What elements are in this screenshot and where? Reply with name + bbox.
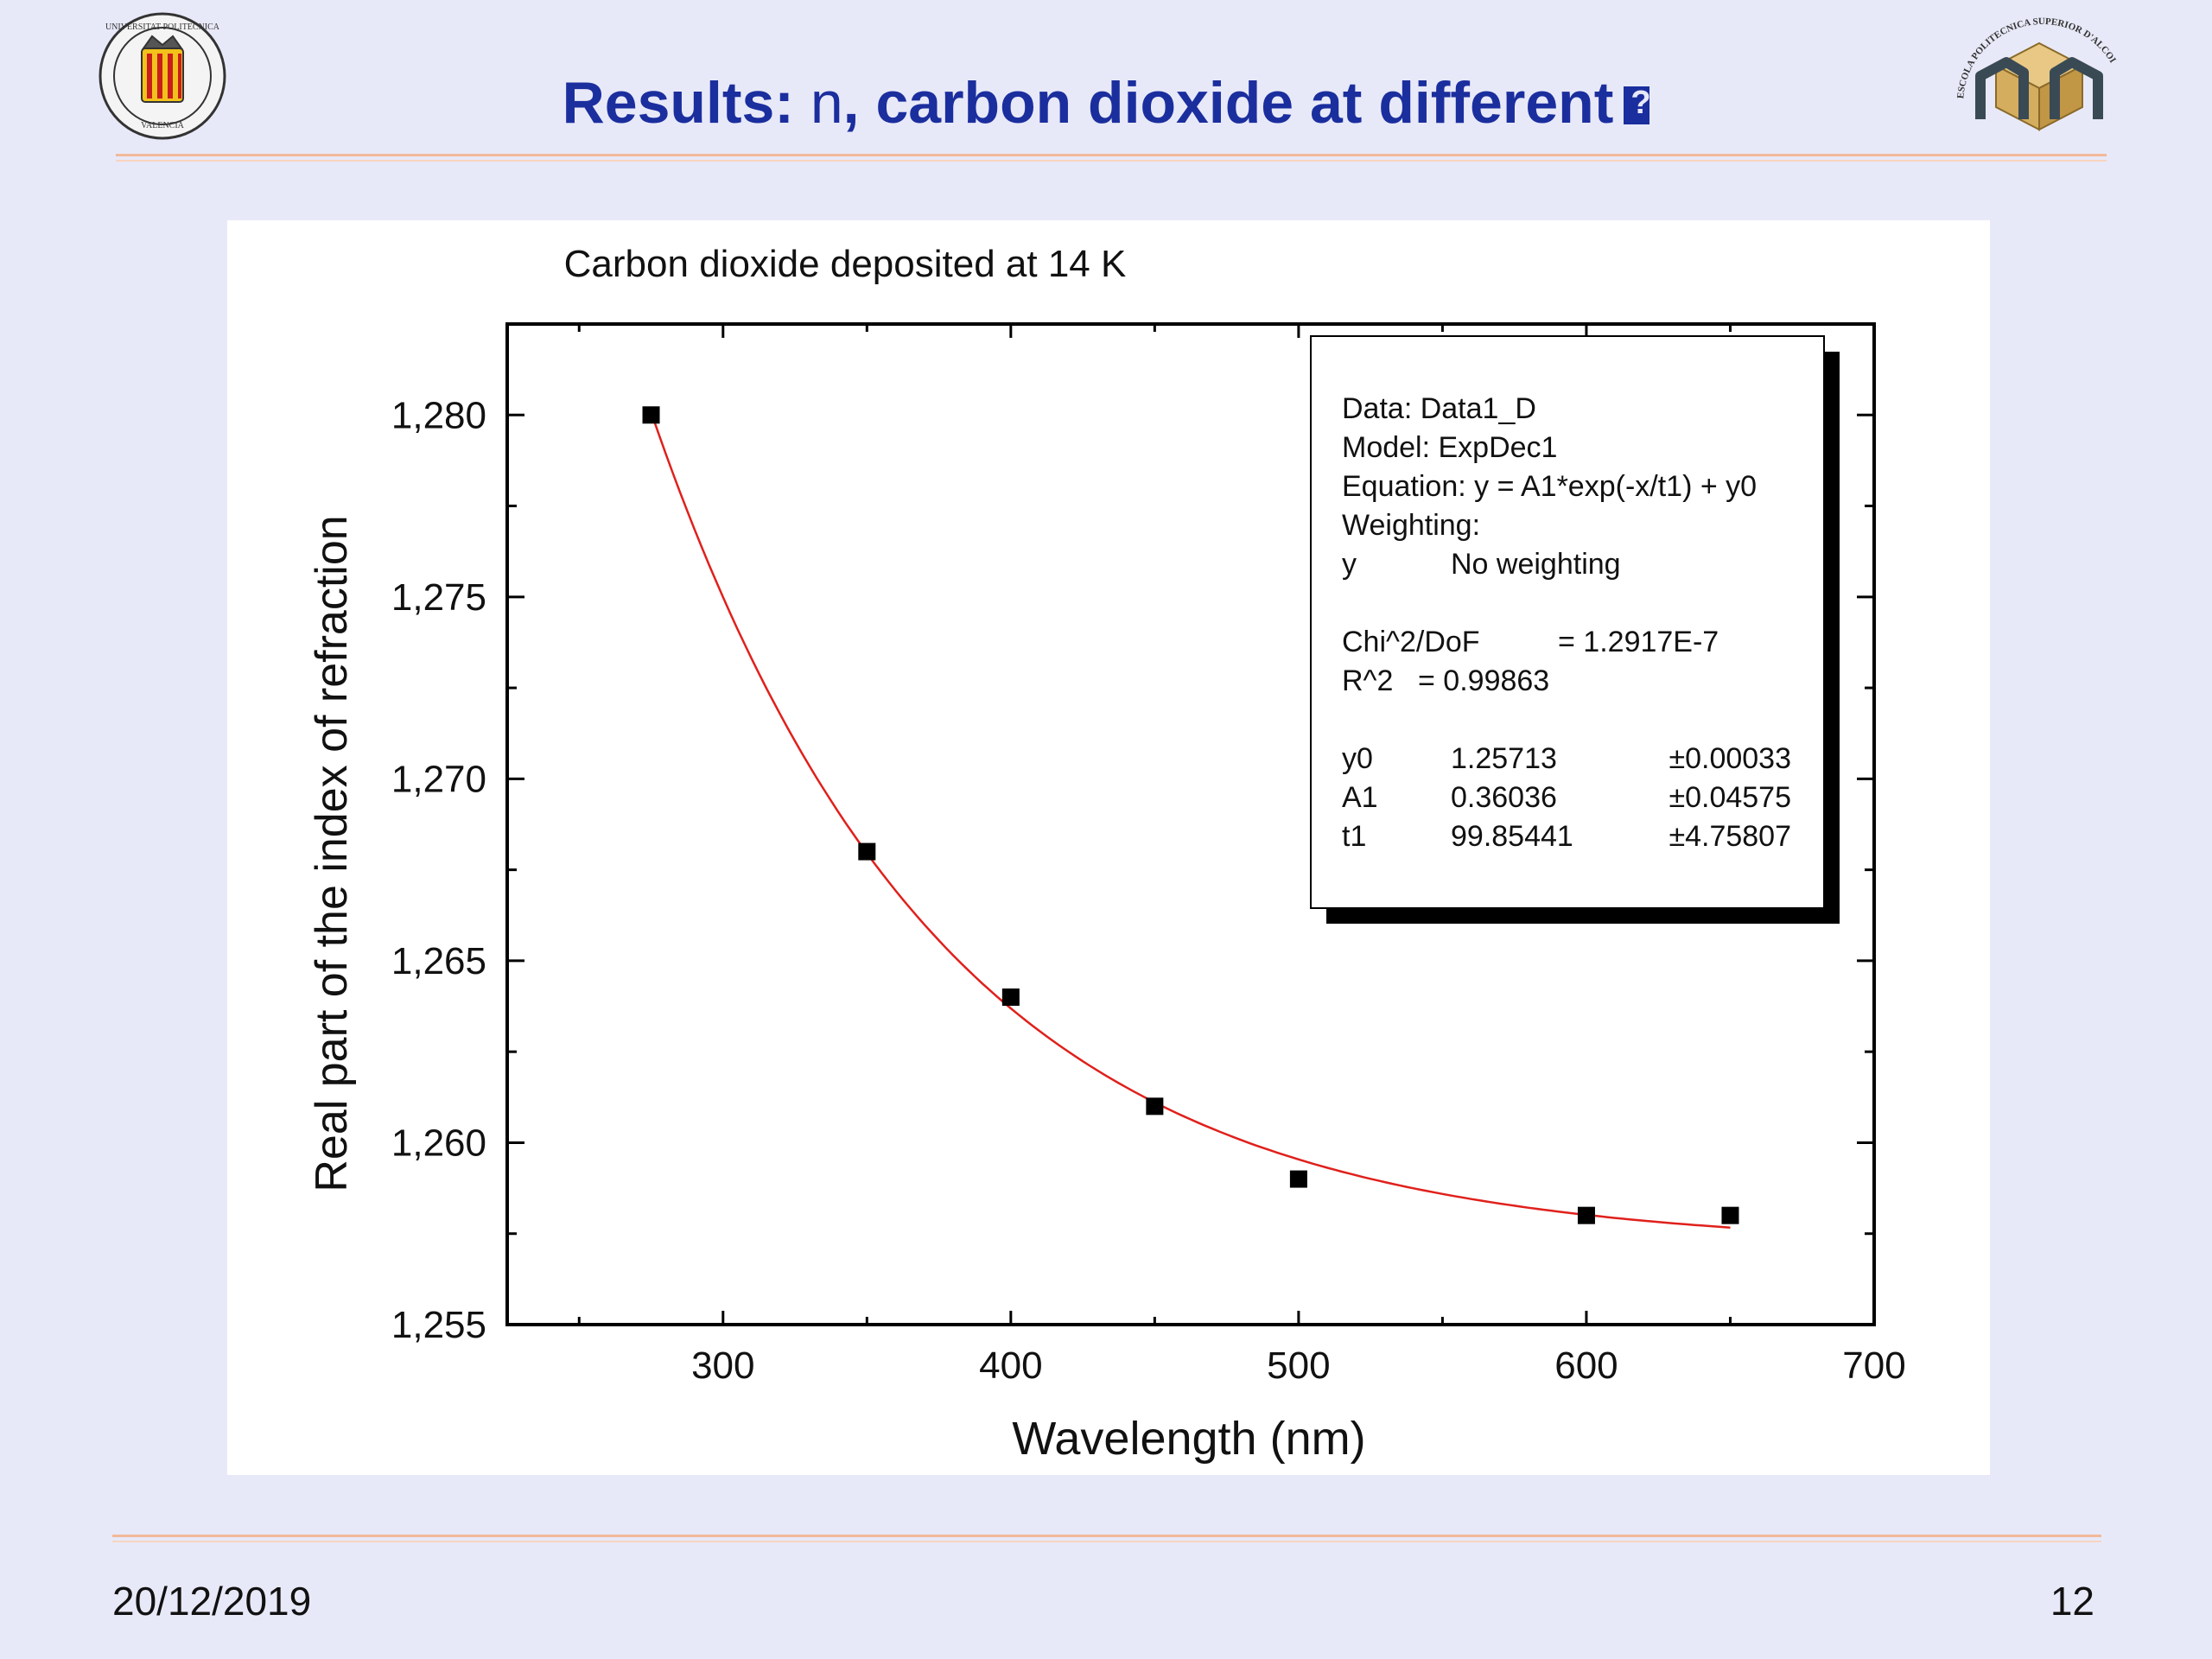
fit-box-text: t1	[1342, 820, 1366, 853]
fit-box-text: 1.25713	[1451, 742, 1557, 775]
fit-box-text: Equation: y = A1*exp(-x/t1) + y0	[1342, 470, 1757, 503]
y-tick-label: 1,280	[391, 394, 486, 436]
chart: Carbon dioxide deposited at 14 K Wavelen…	[307, 243, 1906, 1465]
footer-divider-thin	[112, 1541, 2101, 1542]
title-divider	[116, 154, 2107, 156]
x-tick-label: 700	[1842, 1344, 1905, 1387]
seal-text-top: UNIVERSITAT POLITECNICA	[105, 22, 220, 32]
x-tick-label: 600	[1554, 1344, 1618, 1387]
axis-ticks: 300 400 500 600 700 1,255 1,260 1,265 1,270 1,275…	[391, 324, 1906, 1387]
chart-panel: Carbon dioxide deposited at 14 K Wavelen…	[227, 220, 1990, 1475]
data-point	[1721, 1206, 1739, 1224]
y-tick-label: 1,265	[391, 940, 486, 982]
fit-box-text: ±4.75807	[1669, 820, 1791, 853]
plot-frame	[505, 322, 1876, 1326]
fit-box-text: y0	[1342, 742, 1373, 775]
fit-curve	[650, 411, 1731, 1229]
fit-box-text: Chi^2/DoF	[1342, 626, 1480, 658]
missing-glyph-icon	[1624, 85, 1651, 124]
university-seal-logo: UNIVERSITAT POLITECNICA VALENCIA	[99, 12, 226, 140]
footer-divider	[112, 1535, 2101, 1537]
data-point	[1146, 1097, 1164, 1116]
fit-curve-group	[650, 411, 1731, 1229]
data-point	[642, 406, 660, 424]
fit-box-text: = 0.99863	[1418, 664, 1549, 697]
fit-box-text: R^2	[1342, 664, 1393, 697]
seal-text-bottom: VALENCIA	[141, 121, 185, 130]
fit-box-text: = 1.2917E-7	[1558, 626, 1719, 658]
y-axis-label: Real part of the index of refraction	[307, 515, 357, 1192]
y-tick-label: 1,275	[391, 576, 486, 619]
fit-results-box: Data: Data1_D Model: ExpDec1 Equation: y =…	[1310, 335, 1840, 924]
fit-box-text: y	[1342, 548, 1357, 581]
data-points	[642, 406, 1739, 1224]
x-tick-label: 300	[691, 1344, 754, 1387]
fit-box-text: A1	[1342, 781, 1378, 814]
x-tick-label: 400	[979, 1344, 1042, 1387]
fit-box-text: No weighting	[1451, 548, 1621, 581]
school-logo: ESCOLA POLITECNICA SUPERIOR D'ALCOI	[1955, 16, 2118, 131]
data-point	[1289, 1170, 1307, 1188]
title-divider-thin	[116, 160, 2107, 162]
y-tick-label: 1,255	[391, 1304, 486, 1346]
plot-axes	[505, 322, 1876, 1326]
data-point	[1001, 988, 1020, 1007]
x-tick-label: 500	[1267, 1344, 1330, 1387]
x-axis-label: Wavelength (nm)	[1012, 1413, 1365, 1465]
slide-title-prefix: Results:	[562, 70, 810, 136]
fit-box-text: Model: ExpDec1	[1342, 431, 1557, 464]
data-point	[1577, 1206, 1595, 1224]
chart-title: Carbon dioxide deposited at 14 K	[564, 243, 1127, 285]
fit-box-text: Data: Data1_D	[1342, 392, 1536, 425]
fit-box-text: 0.36036	[1451, 781, 1557, 814]
fit-box-text: 99.85441	[1451, 820, 1573, 853]
y-tick-label: 1,270	[391, 758, 486, 800]
slide-title-n: n	[810, 70, 843, 136]
fit-box-text: ±0.00033	[1669, 742, 1791, 775]
data-point	[858, 842, 876, 861]
slide-page-number: 12	[2050, 1579, 2094, 1624]
slide-title-rest: , carbon dioxide at different	[842, 70, 1614, 136]
fit-box-text: Weighting:	[1342, 509, 1480, 542]
slide-title: Results: n, carbon dioxide at different	[0, 69, 2212, 137]
y-tick-label: 1,260	[391, 1122, 486, 1164]
fit-box	[1310, 335, 1825, 909]
slide-date: 20/12/2019	[112, 1579, 312, 1624]
fit-box-text: ±0.04575	[1669, 781, 1791, 814]
